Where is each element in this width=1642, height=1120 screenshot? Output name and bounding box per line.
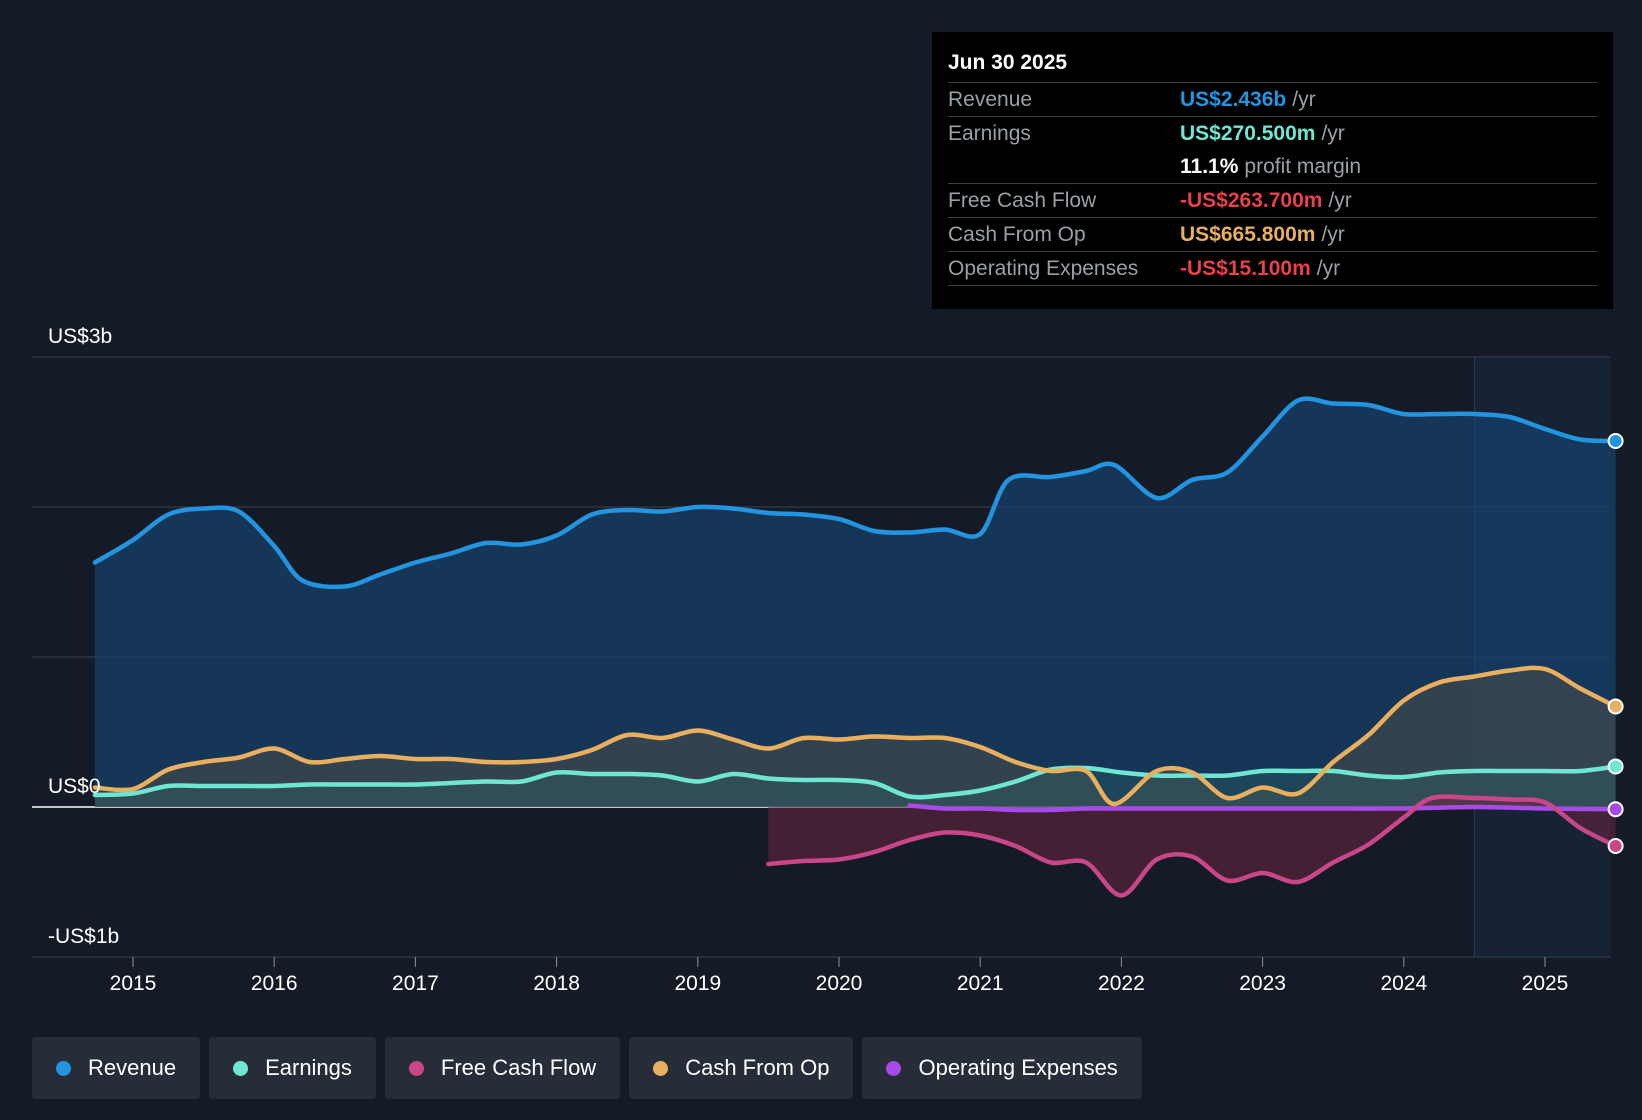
profit-margin-label: profit margin xyxy=(1244,154,1362,178)
cash-from-op-area xyxy=(94,667,1616,807)
tooltip-label: Operating Expenses xyxy=(948,256,1139,280)
profit-margin-value: 11.1% xyxy=(1180,154,1239,178)
x-axis-label: 2015 xyxy=(110,972,157,995)
revenue-dot-icon xyxy=(56,1060,71,1076)
legend-label: Cash From Op xyxy=(685,1055,830,1080)
x-axis-label: 2023 xyxy=(1239,972,1286,995)
legend-item-operating-expenses[interactable]: Operating Expenses xyxy=(862,1037,1142,1099)
y-axis-label: -US$1b xyxy=(48,925,119,948)
earnings-dot-icon xyxy=(233,1060,249,1076)
legend-item-free-cash-flow[interactable]: Free Cash Flow xyxy=(384,1037,621,1099)
y-axis-label: US$0 xyxy=(48,775,101,798)
free-cash-flow-area xyxy=(768,796,1616,896)
revenue-area xyxy=(94,398,1616,807)
x-axis-label: 2024 xyxy=(1380,972,1427,995)
legend-label: Operating Expenses xyxy=(918,1055,1118,1080)
tooltip-value: -US$15.100m xyxy=(1180,256,1311,280)
tooltip-label: Earnings xyxy=(948,121,1031,145)
tooltip-unit: /yr xyxy=(1316,256,1341,280)
free-cash-flow-line xyxy=(766,794,1618,898)
operating-expenses-end-marker xyxy=(1607,801,1624,818)
x-axis-label: 2025 xyxy=(1522,972,1569,995)
free-cash-flow-end-marker xyxy=(1607,838,1624,854)
tooltip-value: US$2.436b xyxy=(1180,87,1287,111)
earnings-line xyxy=(92,764,1618,800)
x-axis-label: 2016 xyxy=(251,972,298,995)
x-axis-label: 2021 xyxy=(957,972,1004,995)
cash-from-op-end-marker xyxy=(1607,698,1624,715)
revenue-end-marker xyxy=(1607,433,1624,449)
tooltip-row-operating-expenses: Operating Expenses -US$15.100m /yr xyxy=(948,251,1597,285)
x-axis-label: 2019 xyxy=(674,972,721,995)
tooltip-unit: /yr xyxy=(1321,222,1345,246)
x-axis-label: 2017 xyxy=(392,972,439,995)
operating-expenses-line xyxy=(907,803,1618,813)
tooltip-row-free-cash-flow: Free Cash Flow -US$263.700m /yr xyxy=(948,183,1597,217)
tooltip-row-cash-from-op: Cash From Op US$665.800m /yr xyxy=(948,217,1597,251)
tooltip-value: US$270.500m xyxy=(1180,121,1316,145)
tooltip-row-earnings: Earnings US$270.500m /yr xyxy=(948,116,1597,150)
tooltip-unit: /yr xyxy=(1321,121,1345,145)
x-axis-label: 2020 xyxy=(816,972,863,995)
tooltip-label: Free Cash Flow xyxy=(948,188,1097,212)
chart-legend: Revenue Earnings Free Cash Flow Cash Fro… xyxy=(32,1037,1142,1099)
earnings-end-marker xyxy=(1607,758,1624,775)
tooltip-row-profit-margin: 11.1% profit margin xyxy=(948,150,1597,183)
legend-item-revenue[interactable]: Revenue xyxy=(32,1037,201,1099)
tooltip-label: Cash From Op xyxy=(948,222,1086,246)
legend-label: Free Cash Flow xyxy=(440,1055,597,1080)
free-cash-flow-dot-icon xyxy=(408,1060,424,1076)
cash-from-op-line xyxy=(92,665,1618,807)
tooltip-date: Jun 30 2025 xyxy=(948,51,1068,74)
x-axis-label: 2018 xyxy=(533,972,580,995)
tooltip-value: US$665.800m xyxy=(1180,222,1316,246)
tooltip-unit: /yr xyxy=(1292,87,1316,111)
legend-label: Revenue xyxy=(88,1055,177,1080)
tooltip-panel: Jun 30 2025 Revenue US$2.436b /yr Earnin… xyxy=(932,32,1613,309)
legend-item-cash-from-op[interactable]: Cash From Op xyxy=(629,1037,854,1099)
tooltip-divider xyxy=(948,285,1597,286)
cash-from-op-dot-icon xyxy=(653,1060,669,1076)
x-axis-label: 2022 xyxy=(1098,972,1145,995)
legend-item-earnings[interactable]: Earnings xyxy=(209,1037,376,1099)
legend-label: Earnings xyxy=(265,1055,352,1080)
tooltip-unit: /yr xyxy=(1328,188,1352,212)
tooltip-label: Revenue xyxy=(948,87,1033,111)
tooltip-row-revenue: Revenue US$2.436b /yr xyxy=(948,82,1597,116)
operating-expenses-dot-icon xyxy=(886,1060,902,1076)
tooltip-value: -US$263.700m xyxy=(1180,188,1323,212)
y-axis-label: US$3b xyxy=(48,325,112,348)
revenue-line xyxy=(92,396,1618,590)
